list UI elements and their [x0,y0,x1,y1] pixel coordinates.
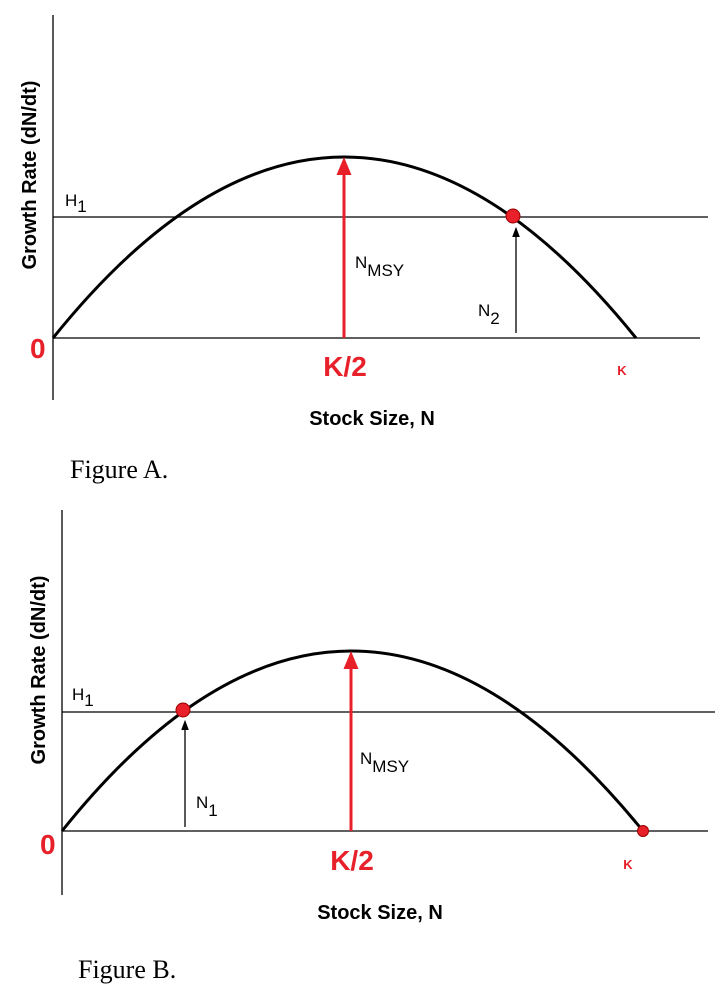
x-axis-label: Stock Size, N [317,902,443,924]
equilibrium-point [175,702,191,718]
caption: Figure B. [78,955,176,984]
label-sub: 2 [490,309,499,328]
harvest-label: H1 [65,191,87,216]
msy-label: NMSY [360,749,409,776]
label-sub: 1 [77,197,86,216]
figure-a: H1 NMSY N2 0 K/2 K Stock Size, N Growth … [19,15,708,484]
k-label: K [623,857,633,872]
k-point [637,825,649,837]
half-k-label: K/2 [330,845,374,876]
stock-label: N1 [196,793,218,820]
y-axis-label: Growth Rate (dN/dt) [19,81,41,270]
y-axis-label: Growth Rate (dN/dt) [28,576,50,765]
origin-label: 0 [30,333,46,364]
label-main: N [360,749,372,768]
label-main: N [196,793,208,812]
equilibrium-point [505,208,521,224]
msy-label: NMSY [355,253,404,280]
stock-label: N2 [478,301,500,328]
harvest-label: H1 [72,685,94,710]
label-main: H [65,191,77,210]
figure-b: H1 NMSY N1 0 K/2 K Stock Size, N Growth … [28,510,715,984]
label-sub: MSY [372,757,409,776]
caption: Figure A. [70,455,168,484]
half-k-label: K/2 [323,351,367,382]
label-sub: 1 [208,801,217,820]
label-main: N [478,301,490,320]
label-main: H [72,685,84,704]
origin-label: 0 [40,829,56,860]
x-axis-label: Stock Size, N [309,408,435,430]
label-sub: MSY [367,261,404,280]
k-label: K [617,363,627,378]
label-main: N [355,253,367,272]
label-sub: 1 [84,691,93,710]
